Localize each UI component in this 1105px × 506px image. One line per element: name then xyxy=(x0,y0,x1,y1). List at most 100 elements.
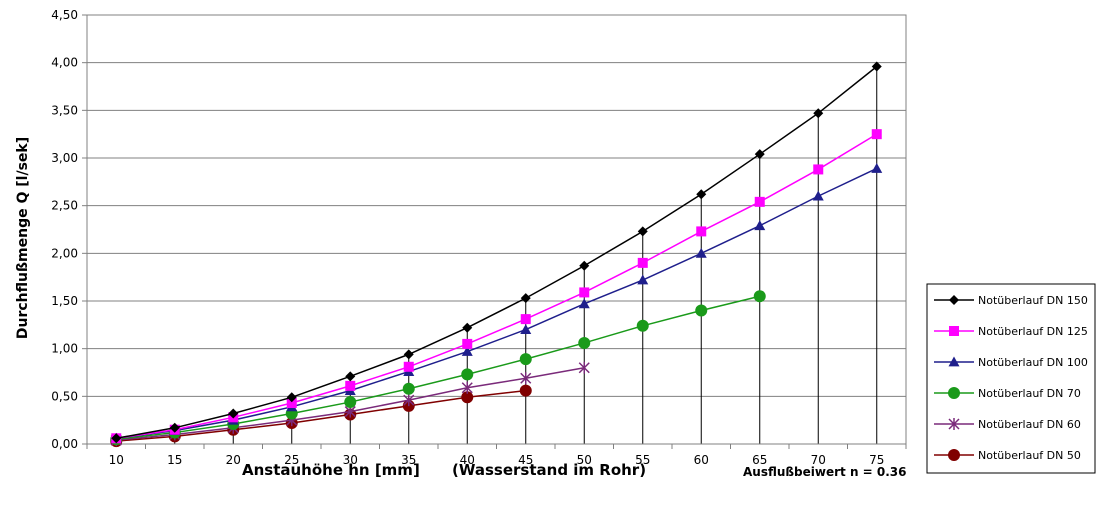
legend-entry: Notüberlauf DN 150 xyxy=(934,294,1088,307)
legend-entry: Notüberlauf DN 50 xyxy=(934,449,1081,462)
marker-square xyxy=(754,196,765,207)
legend-entry: Notüberlauf DN 125 xyxy=(934,325,1088,338)
x-tick-label: 40 xyxy=(460,453,475,467)
marker-circle xyxy=(519,384,532,397)
series-line xyxy=(116,167,878,440)
marker-square xyxy=(286,398,297,409)
marker-diamond xyxy=(813,108,824,119)
y-tick-label: 3,50 xyxy=(51,103,78,117)
marker-star xyxy=(578,361,590,374)
marker-circle xyxy=(344,396,357,409)
x-tick-label: 65 xyxy=(752,453,767,467)
marker-diamond xyxy=(169,422,180,433)
marker-diamond xyxy=(754,149,765,160)
marker-diamond xyxy=(520,293,531,304)
gridlines xyxy=(87,62,906,397)
x-axis-label: Anstauhöhe hn [mm] xyxy=(242,461,420,479)
marker-circle xyxy=(461,391,474,404)
marker-circle xyxy=(695,304,708,317)
marker-diamond xyxy=(111,433,122,444)
marker-triangle xyxy=(461,346,473,356)
marker-square xyxy=(462,338,473,349)
series-line xyxy=(116,133,878,440)
marker-circle xyxy=(578,336,591,349)
x-tick-label: 10 xyxy=(109,453,124,467)
legend-label: Notüberlauf DN 125 xyxy=(978,325,1088,338)
series-not-berlauf-dn-125 xyxy=(111,129,882,444)
y-tick-label: 4,50 xyxy=(51,8,78,22)
marker-square xyxy=(813,164,824,175)
y-tick-label: 4,00 xyxy=(51,56,78,70)
marker-diamond xyxy=(696,189,707,200)
legend-entry: Notüberlauf DN 70 xyxy=(934,387,1081,400)
discharge-coefficient-note: Ausflußbeiwert n = 0.36 xyxy=(743,465,907,479)
marker-diamond xyxy=(286,392,297,403)
marker-circle xyxy=(461,368,474,381)
marker-diamond xyxy=(403,349,414,360)
series-not-berlauf-dn-100 xyxy=(110,162,883,443)
drop-lines xyxy=(115,66,878,444)
marker-triangle xyxy=(871,162,883,173)
marker-triangle xyxy=(520,324,532,334)
x-tick-label: 15 xyxy=(167,453,182,467)
series-line xyxy=(116,65,878,440)
marker-square xyxy=(871,129,882,140)
x-tick-label: 30 xyxy=(343,453,358,467)
plot-area xyxy=(86,14,907,445)
y-axis-label: Durchflußmenge Q [l/sek] xyxy=(15,137,31,339)
marker-circle xyxy=(948,449,960,461)
marker-square xyxy=(579,287,590,298)
x-tick-label: 45 xyxy=(518,453,533,467)
marker-star xyxy=(520,372,532,385)
marker-triangle xyxy=(578,298,590,309)
x-tick-label: 70 xyxy=(811,453,826,467)
y-tick-label: 0,50 xyxy=(51,389,78,403)
marker-diamond xyxy=(228,408,239,419)
marker-square xyxy=(345,380,356,391)
marker-triangle xyxy=(754,220,766,231)
x-tick-label: 55 xyxy=(635,453,650,467)
marker-circle xyxy=(948,387,960,399)
marker-square xyxy=(403,361,414,372)
marker-diamond xyxy=(871,61,882,72)
x-tick-label: 60 xyxy=(694,453,709,467)
legend-label: Notüberlauf DN 50 xyxy=(978,449,1081,462)
series-not-berlauf-dn-150 xyxy=(111,61,882,444)
y-tick-label: 1,00 xyxy=(51,342,78,356)
marker-square xyxy=(520,314,531,325)
marker-diamond xyxy=(462,322,473,333)
legend-entry: Notüberlauf DN 60 xyxy=(934,418,1081,431)
marker-circle xyxy=(753,290,766,303)
legend-label: Notüberlauf DN 100 xyxy=(978,356,1088,369)
legend-entries: Notüberlauf DN 150 Notüberlauf DN 125 Notü… xyxy=(934,294,1088,462)
series-line xyxy=(116,389,526,442)
series-line xyxy=(116,295,760,440)
marker-square xyxy=(949,326,959,336)
marker-diamond xyxy=(579,260,590,271)
marker-triangle xyxy=(948,356,960,367)
legend-label: Notüberlauf DN 60 xyxy=(978,418,1081,431)
marker-diamond xyxy=(345,371,356,382)
x-axis-label-note: (Wasserstand im Rohr) xyxy=(452,461,646,479)
marker-square xyxy=(637,257,648,268)
axes: 0,00 0,50 1,00 1,50 2,00 2,50 3,00 3,50 4,00 4,50… xyxy=(51,8,907,467)
marker-circle xyxy=(402,382,415,395)
marker-diamond xyxy=(637,226,648,237)
x-tick-label: 50 xyxy=(577,453,592,467)
x-tick-label: 75 xyxy=(869,453,884,467)
marker-star xyxy=(403,394,415,407)
y-tick-label: 1,50 xyxy=(51,294,78,308)
y-tick-label: 2,00 xyxy=(51,246,78,260)
legend xyxy=(926,283,1096,474)
marker-square xyxy=(696,226,707,237)
y-tick-label: 2,50 xyxy=(51,199,78,213)
legend-label: Notüberlauf DN 70 xyxy=(978,387,1081,400)
y-tick-label: 0,00 xyxy=(51,437,78,451)
marker-circle xyxy=(519,353,532,366)
legend-entry: Notüberlauf DN 100 xyxy=(934,356,1088,369)
y-tick-label: 3,00 xyxy=(51,151,78,165)
marker-star xyxy=(948,418,960,430)
legend-label: Notüberlauf DN 150 xyxy=(978,294,1088,307)
x-tick-label: 20 xyxy=(226,453,241,467)
